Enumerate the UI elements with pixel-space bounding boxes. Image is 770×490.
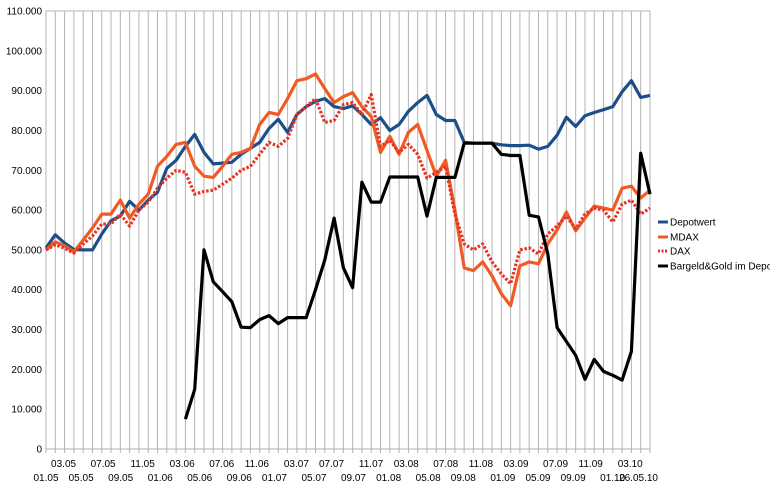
legend: Depotwert MDAX DAX Bargeld&Gold im Depot (658, 218, 770, 273)
x-tick-label: 03.10 (618, 459, 643, 470)
y-axis-tick-labels: 0 10.000 20.000 30.000 40.000 50.000 60.000 70.… (6, 7, 43, 456)
axes (45, 10, 651, 453)
gridlines (45, 11, 651, 449)
y-tick-label: 90.000 (11, 86, 42, 97)
x-tick-label: 11.09 (579, 459, 604, 470)
x-tick-label: 11.07 (359, 459, 384, 470)
x-tick-label: 09.09 (561, 473, 586, 484)
x-tick-label: 09.05 (108, 473, 133, 484)
series-line-3 (183, 141, 652, 420)
x-tick-label: 07.05 (91, 459, 116, 470)
series-line-1 (44, 72, 652, 308)
x-tick-label: 01.05 (33, 473, 58, 484)
x-tick-label: 07.07 (319, 459, 344, 470)
y-tick-label: 110.000 (7, 7, 43, 18)
y-tick-label: 20.000 (11, 365, 42, 376)
y-tick-label: 100.000 (6, 46, 43, 57)
y-tick-label: 70.000 (11, 166, 42, 177)
plot-frame (45, 10, 651, 450)
y-tick-label: 50.000 (11, 245, 42, 256)
x-tick-label: 03.08 (394, 459, 419, 470)
x-tick-label: 03.07 (284, 459, 309, 470)
x-tick-label: 09.07 (341, 473, 366, 484)
x-tick-label: 01.06 (148, 473, 173, 484)
x-tick-label: 05.06 (187, 473, 212, 484)
series-lines (44, 72, 652, 420)
y-tick-label: 80.000 (11, 126, 42, 137)
x-tick-label: 09.06 (227, 473, 252, 484)
x-tick-label: 03.09 (504, 459, 529, 470)
series-line-2 (45, 92, 651, 286)
x-tick-label: 05.07 (301, 473, 326, 484)
y-tick-label: 30.000 (11, 325, 42, 336)
x-tick-label: 05.05 (69, 473, 94, 484)
x-tick-label: 07.09 (543, 459, 568, 470)
y-tick-label: 60.000 (11, 206, 42, 217)
x-tick-label: 07.08 (433, 459, 458, 470)
x-tick-label: 07.06 (209, 459, 234, 470)
x-tick-label: 05.09 (525, 473, 550, 484)
x-tick-label: 05.08 (416, 473, 441, 484)
legend-label: MDAX (670, 233, 699, 244)
x-tick-label: 03.05 (51, 459, 76, 470)
legend-label: Depotwert (670, 218, 716, 229)
x-tick-label: 01.07 (262, 473, 287, 484)
x-tick-label: 11.08 (469, 459, 494, 470)
legend-label: DAX (670, 247, 691, 258)
x-tick-label: 11.06 (245, 459, 270, 470)
legend-label: Bargeld&Gold im Depot (670, 262, 770, 273)
x-tick-label: 01.10 (600, 473, 625, 484)
x-axis-tick-labels: 03.05 07.05 11.05 03.06 07.06 11.06 03.07 07.07… (33, 459, 658, 484)
x-tick-label: 09.08 (451, 473, 476, 484)
y-tick-label: 40.000 (11, 285, 42, 296)
x-tick-label: 01.08 (376, 473, 401, 484)
x-tick-label: 01.09 (490, 473, 515, 484)
x-tick-label: 26.05.10 (619, 473, 658, 484)
y-tick-label: 0 (36, 445, 42, 456)
x-tick-label: 11.05 (130, 459, 155, 470)
y-tick-label: 10.000 (11, 405, 42, 416)
x-tick-label: 03.06 (170, 459, 195, 470)
